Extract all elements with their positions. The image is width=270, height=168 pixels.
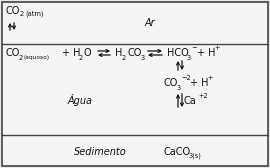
Text: 3(s): 3(s)	[189, 153, 202, 159]
Text: CO: CO	[163, 78, 177, 88]
Text: (atm): (atm)	[25, 11, 43, 17]
Text: (aquoso): (aquoso)	[24, 55, 50, 60]
Text: 3: 3	[141, 54, 145, 60]
Text: + H: + H	[62, 48, 80, 58]
Text: −: −	[191, 46, 197, 52]
Text: H: H	[115, 48, 122, 58]
Text: Água: Água	[68, 94, 93, 106]
Text: CaCO: CaCO	[163, 147, 190, 157]
Text: 2: 2	[79, 54, 83, 60]
Text: +2: +2	[198, 93, 208, 99]
Text: CO: CO	[5, 48, 19, 58]
Text: Sedimento: Sedimento	[74, 147, 126, 157]
Text: O: O	[84, 48, 92, 58]
Text: + H: + H	[190, 78, 208, 88]
Text: Ar: Ar	[145, 18, 155, 28]
Text: 3: 3	[187, 54, 191, 60]
Text: +: +	[214, 46, 220, 52]
Text: −2: −2	[181, 75, 191, 81]
Text: 2: 2	[19, 54, 23, 60]
Text: 2: 2	[20, 11, 24, 17]
Text: CO: CO	[6, 6, 20, 16]
Text: + H: + H	[197, 48, 215, 58]
Text: 2: 2	[122, 54, 126, 60]
Text: HCO: HCO	[167, 48, 189, 58]
Text: CO: CO	[127, 48, 141, 58]
Text: 3: 3	[177, 85, 181, 91]
Text: +: +	[207, 75, 212, 81]
Text: Ca: Ca	[184, 96, 197, 106]
